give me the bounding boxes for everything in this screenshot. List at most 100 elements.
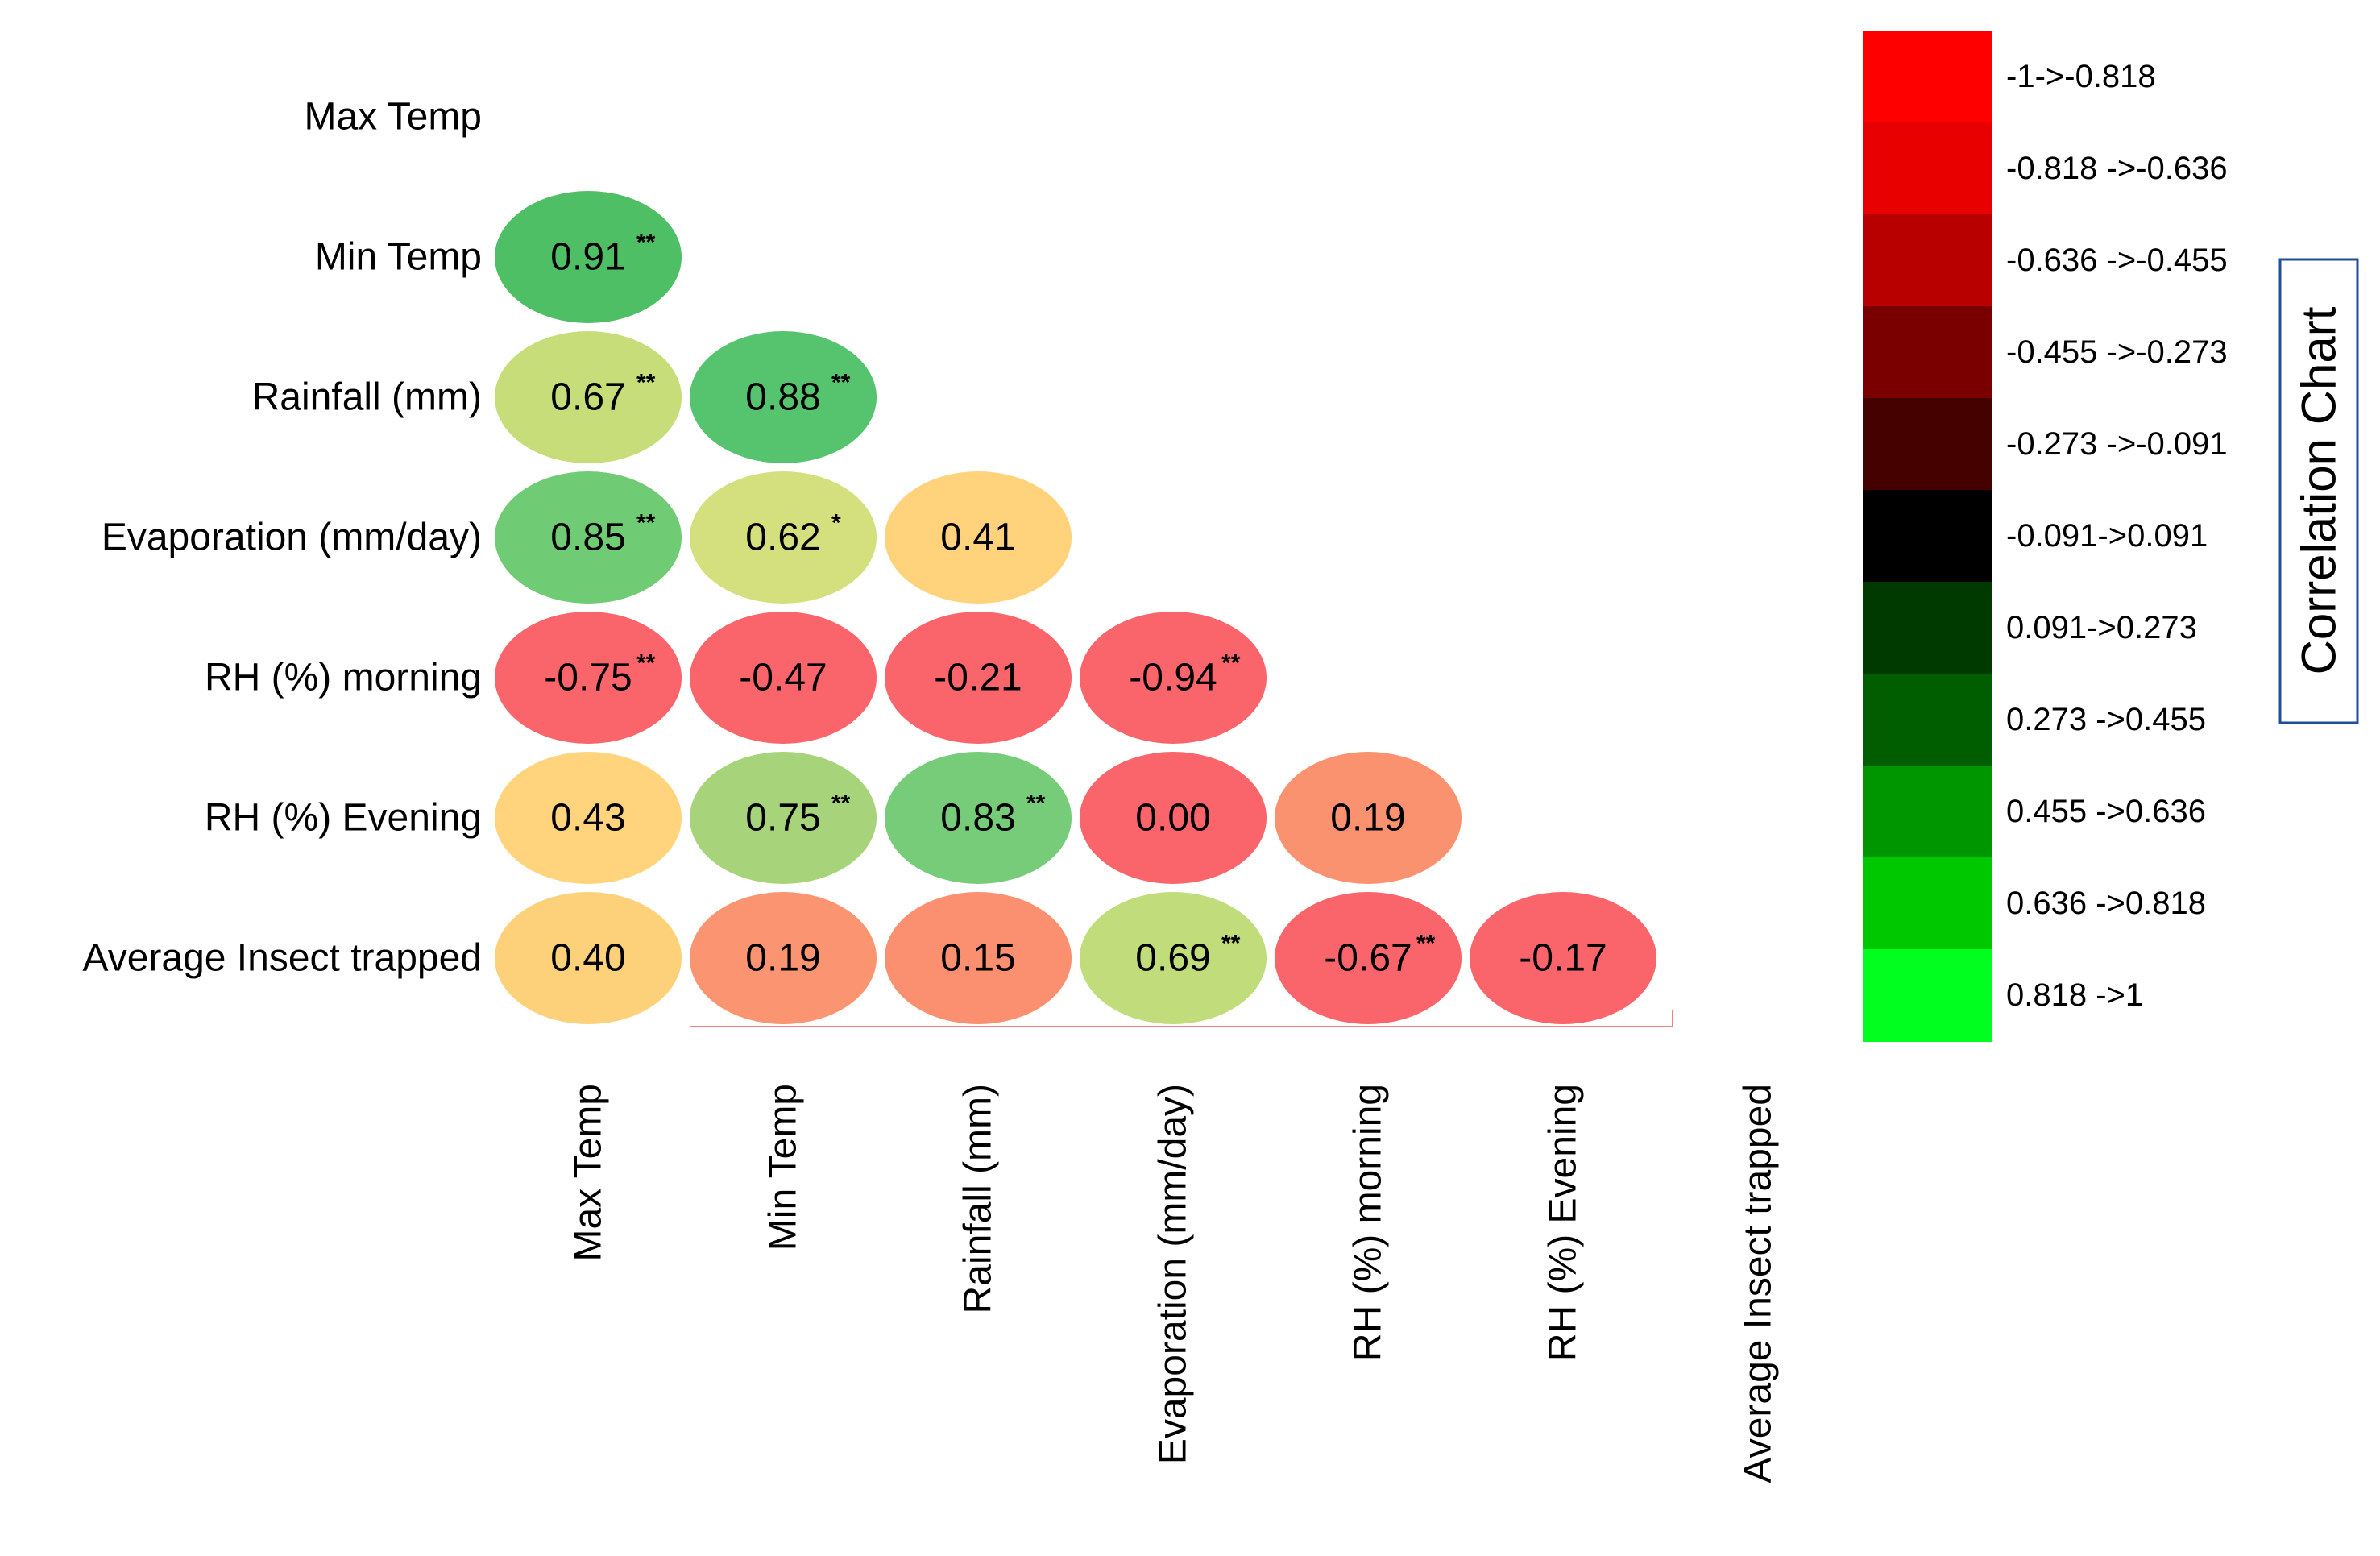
column-label: Max Temp (567, 1084, 610, 1262)
legend-swatch (1863, 949, 1992, 1042)
cell-ellipse (885, 752, 1072, 884)
correlation-cell: -0.94 ** (1080, 612, 1267, 744)
correlation-cell: 0.40 (495, 892, 682, 1024)
legend-swatch (1863, 674, 1992, 766)
row-label: RH (%) Evening (205, 797, 482, 840)
legend-label: -0.636 ->-0.455 (2006, 243, 2228, 278)
legend-label: -1->-0.818 (2006, 59, 2156, 94)
significance-marker: ** (636, 230, 656, 256)
cell-value: 0.19 (1330, 797, 1405, 840)
legend-title-box: Correlation Chart (2278, 258, 2359, 724)
significance-marker: ** (636, 370, 656, 396)
cell-value: 0.85 (550, 517, 625, 559)
legend-swatch (1863, 31, 1992, 123)
cell-ellipse (690, 752, 877, 884)
color-legend: -1->-0.818 -0.818 ->-0.636 -0.636 ->-0.455… (1863, 31, 2228, 1042)
cell-ellipse (495, 892, 682, 1024)
correlation-cell: 0.43 (495, 752, 682, 884)
significance-marker: ** (636, 510, 656, 537)
correlation-cell: 0.83 ** (885, 752, 1072, 884)
cell-ellipse (690, 471, 877, 604)
correlation-cell: 0.85 ** (495, 471, 682, 604)
correlation-cell: 0.19 (1275, 752, 1462, 884)
cell-value: 0.41 (940, 517, 1015, 559)
legend-label: 0.818 ->1 (2006, 977, 2143, 1013)
legend-label: -0.455 ->-0.273 (2006, 334, 2228, 370)
correlation-cell: 0.69 ** (1080, 892, 1267, 1024)
cell-value: 0.62 (745, 517, 820, 559)
cell-value: -0.21 (934, 657, 1022, 699)
correlation-cell: -0.47 (690, 612, 877, 744)
cell-value: -0.17 (1519, 937, 1607, 980)
legend-title: Correlation Chart (2292, 306, 2346, 674)
cell-value: 0.40 (550, 937, 625, 980)
cell-value: 0.91 (550, 236, 625, 279)
legend-label: 0.091->0.273 (2006, 610, 2197, 645)
legend-swatch (1863, 582, 1992, 674)
correlation-cell: -0.67 ** (1275, 892, 1462, 1024)
row-label: Average Insect trapped (83, 937, 482, 980)
correlation-cell: 0.62 * (690, 471, 877, 604)
column-labels: Max Temp Min Temp Rainfall (mm) Evaporation… (567, 1084, 1780, 1483)
cell-ellipse (1080, 612, 1267, 744)
row-label: Max Temp (304, 96, 482, 139)
row-labels: Max Temp Min Temp Rainfall (mm) Evaporation… (83, 96, 482, 980)
legend-label: -0.273 ->-0.091 (2006, 426, 2228, 462)
legend-label: 0.455 ->0.636 (2006, 794, 2206, 829)
correlation-cell: -0.21 (885, 612, 1072, 744)
legend-swatch (1863, 398, 1992, 491)
correlation-cell: 0.00 (1080, 752, 1267, 884)
cell-ellipse (690, 892, 877, 1024)
column-label: Average Insect trapped (1737, 1084, 1780, 1483)
significance-marker: ** (831, 790, 851, 817)
matrix-underlines (690, 1010, 1673, 1027)
cell-ellipse (690, 331, 877, 463)
correlation-cell: 0.19 (690, 892, 877, 1024)
legend-label: -0.818 ->-0.636 (2006, 151, 2228, 186)
column-label: Rainfall (mm) (957, 1084, 1000, 1313)
legend-label: -0.091->0.091 (2006, 518, 2208, 554)
correlation-cell: 0.15 (885, 892, 1072, 1024)
correlation-cells: 0.91 **0.67 ** 0.88 **0.85 ** 0.62 * 0.41-0.75 **… (495, 191, 1656, 1024)
significance-marker: ** (636, 650, 656, 677)
cell-value: 0.67 (550, 376, 625, 419)
cell-ellipse (495, 331, 682, 463)
significance-marker: * (831, 510, 841, 537)
cell-ellipse (495, 612, 682, 744)
cell-value: -0.47 (739, 657, 827, 699)
cell-ellipse (495, 752, 682, 884)
significance-marker: ** (831, 370, 851, 396)
correlation-cell: 0.91 ** (495, 191, 682, 323)
cell-value: 0.88 (745, 376, 820, 419)
legend-swatch (1863, 766, 1992, 858)
significance-marker: ** (1026, 790, 1046, 817)
column-label: Min Temp (762, 1084, 805, 1251)
cell-ellipse (1080, 892, 1267, 1024)
legend-swatch (1863, 306, 1992, 399)
row-label: Min Temp (315, 236, 482, 279)
cell-ellipse (495, 191, 682, 323)
cell-value: 0.00 (1135, 797, 1210, 840)
cell-ellipse (885, 892, 1072, 1024)
correlation-cell: -0.17 (1470, 892, 1656, 1024)
correlation-cell: 0.67 ** (495, 331, 682, 463)
cell-value: 0.15 (940, 937, 1015, 980)
column-label: Evaporation (mm/day) (1152, 1084, 1195, 1464)
correlation-cell: 0.88 ** (690, 331, 877, 463)
legend-swatch (1863, 490, 1992, 583)
cell-value: 0.75 (745, 797, 820, 840)
legend-swatch (1863, 857, 1992, 950)
row-label: Rainfall (mm) (252, 376, 482, 419)
cell-value: 0.69 (1135, 937, 1210, 980)
significance-marker: ** (1221, 650, 1241, 677)
legend-swatch (1863, 122, 1992, 215)
column-label: RH (%) morning (1347, 1084, 1390, 1361)
legend-title-border (2278, 258, 2359, 724)
cell-value: -0.67 (1324, 937, 1412, 980)
cell-ellipse (1470, 892, 1656, 1024)
row-label: RH (%) morning (205, 657, 482, 699)
significance-marker: ** (1416, 931, 1436, 957)
cell-value: 0.83 (940, 797, 1015, 840)
legend-swatch (1863, 214, 1992, 307)
legend-label: 0.636 ->0.818 (2006, 886, 2206, 921)
